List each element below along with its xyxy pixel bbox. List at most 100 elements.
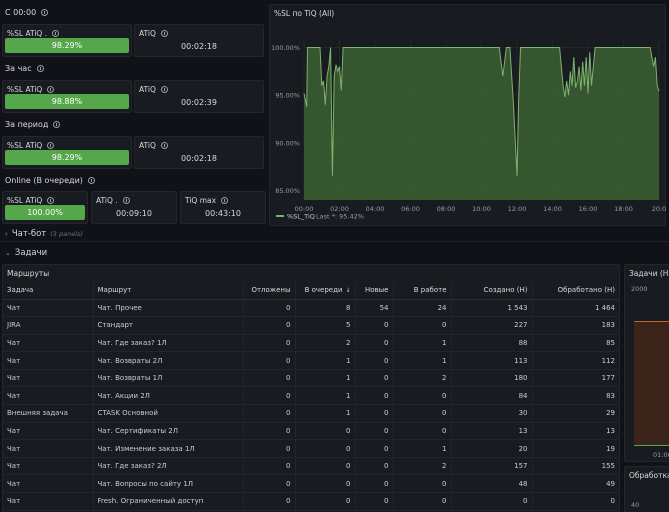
info-icon[interactable] <box>36 65 44 72</box>
table-cell: 2 <box>392 369 451 388</box>
table-cell: 0 <box>531 492 619 511</box>
stat-panel: TiQ max 00:43:10 <box>180 191 266 224</box>
table-cell: Чат. Акции 2Л <box>92 386 243 406</box>
row-chatbot[interactable]: › Чат-бот (3 panels) <box>5 229 83 239</box>
info-icon[interactable] <box>160 30 168 37</box>
info-icon[interactable] <box>160 86 168 93</box>
table-cell: 0 <box>392 474 451 494</box>
x-tick-label: 02:00 <box>330 205 349 213</box>
chevron-right-icon: › <box>5 230 8 238</box>
table-cell: 227 <box>450 316 532 335</box>
table-row[interactable]: Чат Чат. Где заказ? 2Л 0 0 0 2 157 155 <box>3 457 619 476</box>
table-cell: 0 <box>354 386 393 406</box>
table-cell: 177 <box>531 369 619 388</box>
info-icon[interactable] <box>122 197 130 204</box>
stat-panel: ATiQ 00:02:18 <box>134 24 264 57</box>
table-cell: Чат. Прочее <box>92 299 243 318</box>
table-cell: Чат <box>3 439 93 458</box>
tasks-side-x-tick: 01:00 <box>653 451 669 459</box>
column-header[interactable]: В работе <box>392 282 451 300</box>
stat-panel: ATiQ 00:02:18 <box>134 136 264 169</box>
column-header-label: Задача <box>7 286 34 295</box>
table-cell: Чат <box>3 422 93 441</box>
info-icon[interactable] <box>41 9 49 16</box>
column-header[interactable]: Обработано (Н) <box>531 282 619 300</box>
row-chatbot-panels: (3 panels) <box>50 230 83 238</box>
table-cell: 29 <box>531 404 619 423</box>
table-row[interactable]: Чат Чат. Возвраты 2Л 0 1 0 1 113 112 <box>3 351 619 370</box>
table-cell: 0 <box>294 422 355 441</box>
table-cell: 183 <box>531 316 619 335</box>
info-icon[interactable] <box>47 142 55 149</box>
column-header[interactable]: Создано (Н) <box>450 282 532 300</box>
table-cell: 88 <box>450 334 532 353</box>
table-cell: 112 <box>531 351 619 370</box>
tasks-side-bar <box>634 321 669 445</box>
table-row[interactable]: Чат Чат. Сертификаты 2Л 0 0 0 0 13 13 <box>3 422 619 441</box>
tasks-side-green-line <box>634 445 669 446</box>
y-tick-label: 90.00% <box>275 139 300 147</box>
stat-panel: %SL ATiQ 98.29% <box>2 136 132 169</box>
table-cell: 0 <box>242 439 295 458</box>
table-cell: 0 <box>392 316 451 335</box>
stat-title: %SL ATiQ <box>7 141 43 150</box>
table-cell: Чат <box>3 492 93 511</box>
table-row[interactable]: Чат Чат. Изменение заказа 1Л 0 0 0 1 20 19 <box>3 439 619 458</box>
table-row[interactable]: Чат Чат. Прочее 0 8 54 24 1 543 1 464 <box>3 299 619 318</box>
info-icon[interactable] <box>221 197 229 204</box>
table-cell: 0 <box>242 386 295 406</box>
table-cell: 0 <box>294 474 355 494</box>
table-row[interactable]: JIRA Стандарт 0 5 0 0 227 183 <box>3 316 619 335</box>
table-cell: 0 <box>242 492 295 511</box>
x-tick-label: 20:0 <box>652 205 667 213</box>
x-tick-label: 18:00 <box>614 205 633 213</box>
column-header[interactable]: В очереди ↓ <box>294 282 355 300</box>
info-icon[interactable] <box>160 142 168 149</box>
section-label-3: Online (В очереди) <box>5 176 95 185</box>
table-row[interactable]: Внешняя задача CTASK Основной 0 1 0 0 30 29 <box>3 404 619 423</box>
table-row[interactable]: Чат Чат. Акции 2Л 0 1 0 0 84 83 <box>3 386 619 406</box>
table-row[interactable]: Чат Чат. Возвраты 1Л 0 1 0 2 180 177 <box>3 369 619 388</box>
column-header[interactable]: Задача <box>3 282 93 300</box>
column-header-label: В работе <box>413 286 447 295</box>
table-cell: 0 <box>242 422 295 441</box>
column-header[interactable]: Отложены <box>242 282 295 300</box>
column-header-label: Маршрут <box>97 286 132 295</box>
table-cell: Чат. Возвраты 1Л <box>92 369 243 388</box>
column-header[interactable]: Маршрут <box>92 282 243 300</box>
column-header-label: Отложены <box>251 286 291 295</box>
tasks-side-panel: Задачи (Н 2000 01:00 <box>624 264 669 462</box>
table-cell: 180 <box>450 369 532 388</box>
info-icon[interactable] <box>87 177 95 184</box>
table-cell: Чат <box>3 334 93 353</box>
stat-panel: ATiQ . 00:09:10 <box>91 191 177 224</box>
chevron-down-icon: ⌄ <box>5 249 11 257</box>
table-cell: 0 <box>392 404 451 423</box>
table-cell: Стандарт <box>92 316 243 335</box>
table-cell: 20 <box>450 439 532 458</box>
processing-side-panel: Обработка 40 <box>624 466 669 512</box>
info-icon[interactable] <box>47 197 55 204</box>
table-row[interactable]: Чат Fresh. Ограниченный доступ 0 0 0 0 0 0 <box>3 492 619 511</box>
table-row[interactable]: Чат Чат. Где заказ? 1Л 0 2 0 1 88 85 <box>3 334 619 353</box>
row-tasks[interactable]: ⌄ Задачи <box>5 248 47 258</box>
tasks-side-y-tick: 2000 <box>631 285 648 293</box>
table-row[interactable]: Чат Чат. Вопросы по сайту 1Л 0 0 0 0 48 49 <box>3 474 619 494</box>
x-tick-label: 16:00 <box>579 205 598 213</box>
table-cell: 49 <box>531 474 619 494</box>
table-cell: 0 <box>242 351 295 370</box>
sort-desc-icon: ↓ <box>345 287 351 295</box>
table-cell: Чат <box>3 369 93 388</box>
table-cell: 13 <box>531 422 619 441</box>
stat-panel: %SL ATiQ 100.00% <box>2 191 88 224</box>
info-icon[interactable] <box>53 121 61 128</box>
routes-table: Задача Маршрут Отложены В очереди ↓ Новые В ра… <box>3 282 619 511</box>
table-title: Маршруты <box>7 269 50 278</box>
table-cell: 30 <box>450 404 532 423</box>
column-header[interactable]: Новые <box>354 282 393 300</box>
table-cell: 2 <box>392 457 451 476</box>
stat-title: TiQ max <box>185 196 217 205</box>
info-icon[interactable] <box>52 30 60 37</box>
table-cell: CTASK Основной <box>92 404 243 423</box>
info-icon[interactable] <box>47 86 55 93</box>
